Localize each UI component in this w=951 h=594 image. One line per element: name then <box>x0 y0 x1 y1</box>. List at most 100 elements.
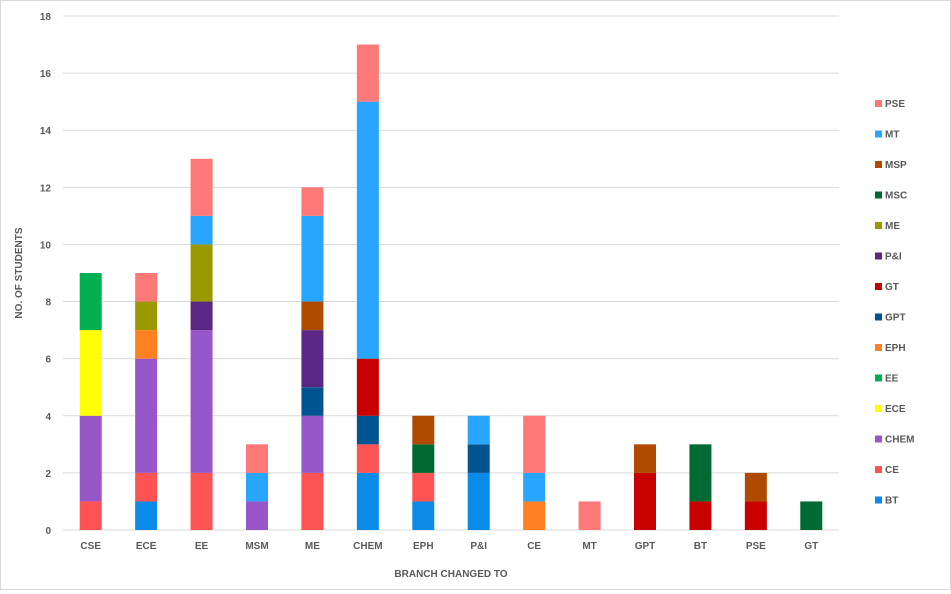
bar-segment-ce-ece <box>135 472 158 502</box>
y-tick-label: 18 <box>40 12 52 23</box>
x-tick-label: MT <box>582 541 596 552</box>
legend-swatch <box>875 344 882 351</box>
gridlines <box>63 15 839 531</box>
legend-swatch <box>875 130 882 138</box>
bar-segment-gpt-chem <box>356 415 379 445</box>
bar-segment-msp-me <box>301 301 324 331</box>
legend-item: GT <box>875 282 899 293</box>
bar-segment-gt-pse <box>744 501 767 530</box>
x-tick-label: GT <box>804 541 818 552</box>
legend-item: MSP <box>875 160 907 171</box>
legend-item: CE <box>875 465 899 476</box>
legend-item: EPH <box>875 343 906 354</box>
bar-segment-gpt-me <box>301 387 324 416</box>
bar-segment-bt-ece <box>135 501 158 530</box>
x-tick-label: BT <box>694 541 707 552</box>
legend-swatch <box>875 374 882 382</box>
bar-segment-mt-msm <box>246 472 268 502</box>
y-tick-label: 6 <box>45 355 51 366</box>
x-tick-label: P&I <box>470 541 487 552</box>
legend-item: PSE <box>875 99 905 110</box>
legend-swatch <box>875 313 882 321</box>
x-tick-label: GPT <box>635 541 656 552</box>
bar-segment-pse-me <box>301 187 324 216</box>
legend-label: CHEM <box>885 435 914 446</box>
x-axis-title: BRANCH CHANGED TO <box>394 569 507 580</box>
bar-segment-msc-gt <box>800 501 823 530</box>
bar-segment-chem-msm <box>246 501 268 530</box>
x-tick-label: CHEM <box>353 541 382 552</box>
x-tick-labels: CSE ECE EE MSM ME CHEM EPH P&I CE MT GPT BT PSE GT <box>80 541 818 552</box>
y-tick-label: 0 <box>45 526 51 537</box>
bar-segment-gt-gpt <box>634 472 656 530</box>
legend-swatch <box>875 496 882 504</box>
legend-label: EPH <box>885 343 906 354</box>
y-tick-label: 8 <box>45 298 51 309</box>
bar-segment-ce-eph <box>412 472 435 502</box>
legend-item: GPT <box>875 313 906 324</box>
y-tick-label: 12 <box>40 183 52 194</box>
bar-segment-me-ee <box>190 244 213 302</box>
legend-label: ECE <box>885 404 906 415</box>
bar-segment-ce-chem <box>356 444 379 473</box>
bar-segment-mt-ce <box>523 472 546 502</box>
legend-item: MSC <box>875 191 907 202</box>
y-tick-label: 2 <box>45 469 51 480</box>
x-tick-label: PSE <box>746 541 766 552</box>
bar-segment-ce-ee <box>190 472 213 530</box>
legend-swatch <box>875 466 882 473</box>
legend-item: ECE <box>875 404 906 415</box>
bar-segment-chem-ee <box>190 330 213 473</box>
bar-segment-mt-me <box>301 215 324 302</box>
legend-item: ME <box>875 221 900 232</box>
y-tick-label: 4 <box>45 412 51 423</box>
legend-item: CHEM <box>875 435 914 446</box>
legend-item: P&I <box>875 252 902 263</box>
legend-label: BT <box>885 496 898 507</box>
bar-segment-msp-gpt <box>634 444 656 473</box>
legend-swatch <box>875 252 882 260</box>
legend-label: MSC <box>885 191 907 202</box>
y-tick-label: 14 <box>40 126 52 137</box>
x-tick-label: MSM <box>245 541 268 552</box>
bar-segment-ece-cse <box>79 330 102 416</box>
x-tick-label: ECE <box>136 541 157 552</box>
bar-segment-pse-msm <box>246 444 268 473</box>
bar-segment-chem-cse <box>79 415 102 502</box>
bar-segment-msp-pse <box>744 472 767 502</box>
bar-segment-bt-p-and-i <box>467 472 490 530</box>
legend-label: PSE <box>885 99 905 110</box>
legend-label: CE <box>885 465 899 476</box>
bar-segment-eph-ce <box>523 501 546 530</box>
bar-segment-eph-ece <box>135 330 158 359</box>
bar-segment-gt-chem <box>356 358 379 416</box>
legend-swatch <box>875 100 882 107</box>
bar-segment-gt-bt <box>689 501 712 530</box>
bar-segment-mt-chem <box>356 101 379 359</box>
legend-item: MT <box>875 130 899 141</box>
bar-segment-pse-chem <box>356 44 379 102</box>
bars <box>79 44 823 530</box>
bar-segment-p-and-i-me <box>301 330 324 388</box>
legend-item: EE <box>875 374 899 385</box>
legend-label: P&I <box>885 252 902 263</box>
legend-item: BT <box>875 496 898 507</box>
bar-segment-gpt-p-and-i <box>467 444 490 473</box>
x-tick-label: EE <box>195 541 209 552</box>
bar-segment-msc-eph <box>412 444 435 473</box>
bar-segment-p-and-i-ee <box>190 301 213 331</box>
bar-segment-chem-ece <box>135 358 158 473</box>
bar-segment-pse-mt <box>578 501 601 530</box>
bar-segment-ce-cse <box>79 501 102 530</box>
legend-swatch <box>875 283 882 290</box>
bar-segment-ce-me <box>301 472 324 530</box>
bar-segment-ee-cse <box>79 273 102 331</box>
legend-swatch <box>875 405 882 412</box>
bar-segment-me-ece <box>135 301 158 331</box>
legend: PSE MT MSP MSC ME P&I GT GPT EPH EE ECE CHEM CE BT <box>875 99 914 507</box>
y-tick-labels: 0 2 4 6 8 10 12 14 16 18 <box>40 12 52 537</box>
bar-segment-mt-p-and-i <box>467 415 490 445</box>
legend-swatch <box>875 222 882 229</box>
legend-swatch <box>875 435 882 443</box>
